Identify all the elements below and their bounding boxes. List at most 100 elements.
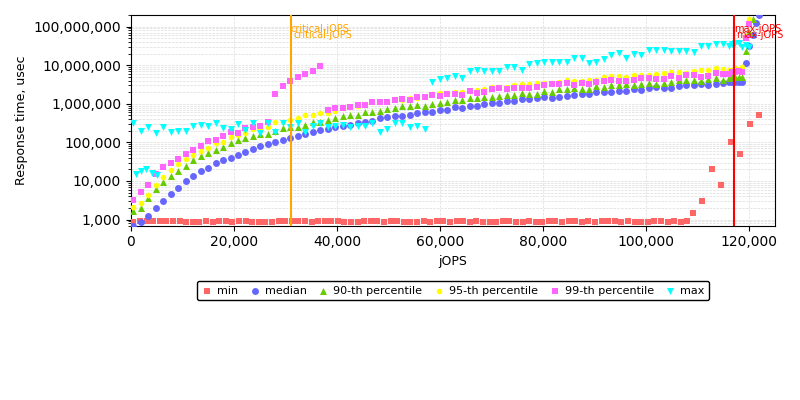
99-th percentile bbox=[374, 98, 386, 105]
min bbox=[351, 218, 364, 225]
min bbox=[635, 219, 648, 225]
max bbox=[403, 124, 416, 131]
min bbox=[724, 139, 737, 146]
median bbox=[665, 84, 678, 91]
min bbox=[654, 218, 667, 224]
max bbox=[396, 120, 409, 127]
median bbox=[672, 82, 685, 89]
95-th percentile bbox=[546, 80, 558, 86]
median bbox=[553, 94, 566, 100]
max bbox=[658, 46, 670, 53]
median bbox=[568, 92, 581, 98]
99-th percentile bbox=[172, 156, 185, 162]
max bbox=[729, 40, 742, 46]
median bbox=[344, 122, 357, 128]
min bbox=[305, 219, 318, 225]
95-th percentile bbox=[232, 131, 245, 138]
95-th percentile bbox=[269, 119, 282, 126]
median bbox=[418, 109, 431, 116]
median bbox=[336, 122, 349, 129]
95-th percentile bbox=[694, 67, 707, 73]
min bbox=[569, 218, 582, 224]
max bbox=[523, 60, 536, 67]
max bbox=[277, 120, 290, 127]
99-th percentile bbox=[134, 189, 147, 195]
min bbox=[443, 218, 456, 225]
max bbox=[381, 126, 394, 132]
90-th percentile bbox=[742, 29, 755, 35]
99-th percentile bbox=[523, 84, 536, 91]
min bbox=[589, 218, 602, 225]
95-th percentile bbox=[598, 74, 610, 80]
95-th percentile bbox=[165, 167, 178, 174]
95-th percentile bbox=[434, 90, 446, 96]
99-th percentile bbox=[441, 90, 454, 97]
median bbox=[366, 118, 379, 124]
median bbox=[560, 93, 573, 100]
99-th percentile bbox=[575, 80, 588, 86]
min bbox=[503, 218, 516, 224]
90-th percentile bbox=[134, 205, 147, 211]
95-th percentile bbox=[620, 74, 633, 80]
90-th percentile bbox=[470, 95, 483, 101]
min bbox=[186, 219, 199, 225]
max bbox=[344, 124, 357, 131]
99-th percentile bbox=[351, 102, 364, 108]
min bbox=[642, 219, 654, 225]
max bbox=[672, 48, 685, 54]
90-th percentile bbox=[403, 103, 416, 109]
99-th percentile bbox=[598, 78, 610, 85]
median bbox=[726, 79, 738, 85]
median bbox=[351, 120, 364, 126]
95-th percentile bbox=[538, 80, 550, 86]
90-th percentile bbox=[717, 76, 730, 83]
99-th percentile bbox=[224, 129, 237, 135]
95-th percentile bbox=[590, 76, 603, 83]
90-th percentile bbox=[210, 147, 222, 154]
max bbox=[726, 41, 738, 47]
90-th percentile bbox=[277, 124, 290, 131]
min bbox=[628, 218, 641, 225]
median bbox=[753, 12, 766, 18]
90-th percentile bbox=[396, 103, 409, 110]
95-th percentile bbox=[202, 145, 214, 151]
90-th percentile bbox=[501, 92, 514, 98]
max bbox=[710, 41, 722, 48]
90-th percentile bbox=[374, 108, 386, 114]
min bbox=[272, 217, 285, 224]
median bbox=[456, 104, 469, 111]
90-th percentile bbox=[142, 195, 155, 202]
99-th percentile bbox=[546, 81, 558, 88]
max bbox=[463, 68, 476, 74]
max bbox=[742, 44, 755, 50]
min bbox=[490, 219, 502, 225]
median bbox=[750, 20, 762, 26]
90-th percentile bbox=[179, 163, 192, 170]
90-th percentile bbox=[284, 124, 297, 130]
90-th percentile bbox=[726, 74, 738, 80]
max bbox=[210, 120, 222, 126]
median bbox=[627, 86, 640, 92]
90-th percentile bbox=[590, 83, 603, 90]
min bbox=[622, 218, 634, 224]
min bbox=[312, 218, 325, 224]
max bbox=[187, 122, 200, 129]
99-th percentile bbox=[381, 99, 394, 105]
95-th percentile bbox=[687, 68, 700, 74]
95-th percentile bbox=[351, 102, 364, 109]
max bbox=[194, 122, 207, 128]
99-th percentile bbox=[165, 160, 178, 167]
90-th percentile bbox=[269, 128, 282, 135]
median bbox=[470, 102, 483, 109]
max bbox=[680, 48, 693, 55]
95-th percentile bbox=[306, 112, 319, 118]
95-th percentile bbox=[523, 81, 536, 87]
95-th percentile bbox=[470, 87, 483, 94]
90-th percentile bbox=[750, 4, 762, 10]
95-th percentile bbox=[314, 109, 326, 116]
median bbox=[642, 84, 655, 91]
min bbox=[365, 218, 378, 224]
90-th percentile bbox=[694, 78, 707, 84]
median bbox=[127, 222, 140, 229]
90-th percentile bbox=[344, 112, 357, 118]
